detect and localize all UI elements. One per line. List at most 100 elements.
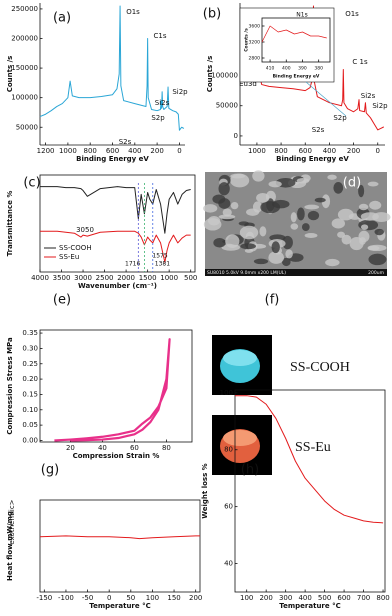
- pore: [333, 182, 344, 194]
- data-line: [239, 5, 385, 131]
- pore: [230, 201, 239, 210]
- sem-scale: 200um: [368, 270, 384, 276]
- y-tick-label: 100000: [211, 72, 238, 80]
- pore: [271, 241, 280, 254]
- y-tick-label: 150000: [11, 64, 38, 72]
- sem-bar: [205, 269, 387, 276]
- pore: [367, 181, 379, 187]
- data-line: [54, 338, 171, 442]
- pore: [368, 253, 387, 266]
- x-tick-label: 100: [240, 594, 253, 602]
- x-tick-label: -50: [82, 594, 93, 602]
- pore: [240, 243, 256, 250]
- x-tick-label: 0: [177, 147, 181, 155]
- pore: [321, 194, 331, 209]
- x-tick-label: 600: [299, 147, 312, 155]
- y-axis-title: Weight loss %: [201, 463, 209, 518]
- annotation: Si2p: [372, 102, 388, 110]
- panel-label: (c): [23, 176, 40, 191]
- annotation: S2s: [119, 138, 132, 146]
- pore: [282, 235, 293, 250]
- x-tick-label: 40: [98, 444, 107, 452]
- x-axis-title: Binding Energy eV: [76, 155, 149, 163]
- data-line: [40, 230, 191, 263]
- plot-frame: [39, 499, 201, 593]
- x-tick-label: 200: [189, 594, 202, 602]
- annotation: C 1s: [352, 58, 368, 66]
- pore: [225, 234, 240, 248]
- x-axis-title: Temperature °C: [279, 602, 340, 610]
- y-tick-label: 50000: [16, 123, 38, 131]
- x-tick-label: 1000: [59, 147, 77, 155]
- pore: [285, 249, 293, 259]
- reference-label: 1716: [125, 261, 140, 268]
- data-line: [235, 395, 384, 524]
- inset-line: [261, 25, 327, 43]
- y-tick-label: 0.25: [22, 360, 38, 368]
- annotation: C1s: [154, 32, 167, 40]
- x-tick-label: 2500: [96, 274, 114, 282]
- photo-caption: SS-COOH: [290, 360, 350, 375]
- x-tick-label: 1000: [160, 274, 178, 282]
- pore: [256, 192, 270, 203]
- pore: [297, 207, 305, 221]
- x-axis-title: Binding Energy eV: [276, 155, 349, 163]
- data-line: [40, 186, 191, 234]
- x-tick-label: 380: [314, 66, 323, 72]
- x-tick-label: 800: [84, 147, 97, 155]
- annotation: O1s: [126, 8, 140, 16]
- x-tick-label: 150: [167, 594, 180, 602]
- annotation: O1s: [345, 10, 359, 18]
- data-line: [39, 5, 185, 131]
- x-tick-label: 50: [126, 594, 135, 602]
- pore: [218, 214, 236, 220]
- glow-top: [223, 350, 257, 366]
- plot-frame: [261, 17, 331, 63]
- pore: [304, 204, 320, 210]
- pore: [307, 210, 320, 221]
- pore: [358, 184, 365, 198]
- pore: [304, 233, 318, 238]
- pore: [290, 223, 299, 230]
- y-tick-label: 50000: [216, 102, 238, 110]
- pore: [272, 199, 290, 209]
- pore: [360, 224, 369, 230]
- annotation: Si2s: [361, 92, 376, 100]
- photo-caption: SS-Eu: [295, 440, 331, 455]
- x-axis-title: Wavenumber (cm⁻¹): [78, 282, 157, 290]
- y-tick-label: 3200: [249, 40, 261, 46]
- x-tick-label: 0: [107, 594, 111, 602]
- x-tick-label: 20: [66, 444, 75, 452]
- y-tick-label: 0.30: [22, 344, 38, 352]
- pore: [337, 208, 354, 221]
- pore: [360, 212, 379, 221]
- pore: [259, 226, 267, 237]
- pore: [268, 251, 285, 264]
- x-tick-label: 600: [337, 594, 350, 602]
- x-tick-label: 100: [146, 594, 159, 602]
- y-tick-label: 0.35: [22, 329, 38, 337]
- pore: [358, 219, 379, 231]
- pore: [367, 244, 387, 252]
- x-tick-label: 4000: [31, 274, 49, 282]
- y-tick-label: 2800: [249, 56, 261, 62]
- pore: [358, 203, 369, 211]
- pore: [222, 208, 232, 217]
- reference-label: 1381: [155, 261, 170, 268]
- pore: [252, 170, 265, 182]
- panel-label: (h): [241, 463, 259, 478]
- pore: [207, 215, 221, 226]
- y-axis-title: Heat flow mW/mg: [6, 511, 14, 581]
- pore: [252, 201, 263, 213]
- x-tick-label: 400: [282, 66, 291, 72]
- y-tick-label: 0.05: [22, 421, 38, 429]
- pore: [314, 197, 326, 203]
- x-tick-label: 3500: [53, 274, 71, 282]
- x-axis-title: Binding Energy eV: [273, 74, 320, 80]
- x-tick-label: 80: [162, 444, 171, 452]
- panel-label: (g): [41, 463, 59, 478]
- y-tick-label: 0: [234, 132, 238, 140]
- x-tick-label: 500: [318, 594, 331, 602]
- y-tick-label: 40: [224, 560, 233, 568]
